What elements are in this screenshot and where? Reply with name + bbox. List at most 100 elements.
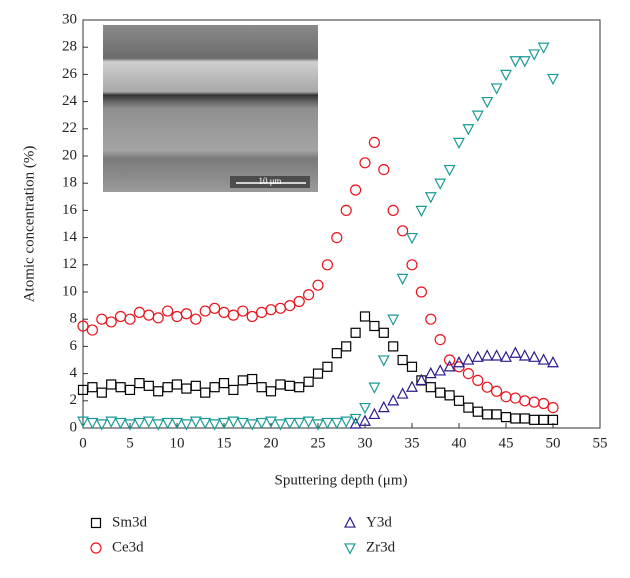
y-tick-label: 2 [70, 392, 78, 408]
marker-square [453, 395, 465, 406]
x-tick-label: 35 [405, 435, 420, 451]
marker-square [200, 387, 211, 398]
x-tick-label: 15 [217, 435, 232, 451]
marker-circle [397, 225, 409, 237]
marker-triangle-down [312, 419, 324, 431]
marker-square [256, 382, 267, 393]
legend-label: Sm3d [112, 514, 148, 530]
marker-square [519, 413, 530, 424]
y-axis-label: Atomic concentration (%) [21, 146, 37, 303]
marker-square [294, 382, 305, 393]
marker-triangle-up [509, 346, 522, 358]
marker-circle [537, 397, 550, 410]
marker-square [143, 380, 154, 391]
x-tick-label: 30 [358, 435, 373, 451]
marker-square [134, 378, 145, 389]
x-tick-label: 0 [79, 435, 87, 451]
marker-circle [378, 164, 390, 176]
marker-square [463, 402, 474, 413]
marker-square [397, 354, 408, 366]
marker-circle [509, 392, 522, 404]
marker-triangle-down [387, 314, 400, 326]
marker-square [209, 382, 220, 393]
marker-triangle-up [528, 350, 541, 362]
y-tick-label: 30 [62, 11, 77, 27]
marker-triangle-down [359, 402, 371, 415]
marker-triangle-up [424, 366, 437, 379]
marker-triangle-down [434, 178, 447, 190]
marker-circle [284, 300, 296, 312]
marker-circle [96, 313, 108, 325]
marker-circle [237, 305, 249, 317]
x-tick-label: 45 [499, 435, 514, 451]
marker-square [331, 348, 342, 359]
marker-square [190, 380, 201, 391]
marker-square [538, 414, 549, 425]
marker-circle [321, 259, 333, 271]
marker-triangle-up [481, 349, 494, 361]
marker-triangle-down [218, 417, 230, 430]
legend-marker [90, 542, 102, 554]
marker-circle [350, 184, 362, 196]
marker-circle [190, 313, 202, 325]
marker-triangle-up [462, 353, 475, 365]
x-tick-label: 10 [170, 435, 185, 451]
marker-triangle-down [471, 110, 484, 122]
marker-triangle-up [537, 353, 550, 365]
y-tick-label: 20 [62, 147, 77, 163]
marker-square [444, 390, 455, 401]
marker-circle [171, 310, 183, 323]
marker-circle [86, 324, 99, 336]
marker-triangle-down [330, 417, 343, 430]
marker-triangle-down [368, 382, 381, 394]
marker-triangle-down [377, 355, 390, 367]
marker-triangle-down [152, 419, 165, 431]
x-axis-label: Sputtering depth (μm) [274, 472, 407, 488]
marker-triangle-up [490, 349, 503, 361]
marker-triangle-up [415, 373, 428, 386]
marker-circle [218, 306, 230, 318]
y-tick-label: 18 [62, 175, 77, 191]
legend-marker [344, 516, 356, 528]
marker-circle [227, 309, 239, 321]
marker-triangle-down [114, 417, 127, 430]
marker-triangle-down [481, 96, 494, 109]
marker-triangle-down [453, 137, 465, 150]
y-tick-label: 24 [62, 93, 78, 109]
marker-triangle-down [509, 56, 522, 68]
marker-circle [387, 204, 399, 216]
plot-frame [82, 19, 601, 429]
marker-triangle-down [349, 413, 362, 426]
marker-square [500, 412, 512, 423]
marker-triangle-up [387, 394, 400, 406]
marker-circle [444, 354, 456, 366]
marker-square [529, 414, 540, 425]
marker-circle [500, 391, 512, 403]
marker-circle [528, 396, 540, 408]
marker-square [491, 409, 502, 420]
marker-circle [105, 316, 117, 328]
inset-image: 10 μm [103, 25, 318, 192]
marker-circle [133, 306, 145, 318]
marker-square [181, 383, 192, 394]
marker-square [341, 341, 352, 352]
marker-triangle-down [528, 49, 541, 61]
marker-square [153, 386, 164, 397]
marker-triangle-down [293, 417, 306, 430]
marker-circle [425, 313, 437, 325]
marker-square [369, 320, 380, 332]
marker-triangle-down [142, 416, 155, 428]
marker-circle [491, 385, 503, 397]
marker-circle [481, 381, 493, 393]
marker-circle [293, 295, 305, 308]
y-tick-label: 4 [70, 365, 78, 381]
marker-circle [265, 304, 277, 316]
marker-square [124, 384, 136, 396]
marker-square [350, 327, 361, 338]
marker-triangle-down [274, 419, 287, 431]
marker-triangle-down [227, 416, 240, 428]
marker-square [547, 414, 559, 425]
marker-circle [462, 368, 474, 380]
marker-triangle-up [396, 387, 409, 399]
y-tick-label: 28 [62, 39, 77, 55]
